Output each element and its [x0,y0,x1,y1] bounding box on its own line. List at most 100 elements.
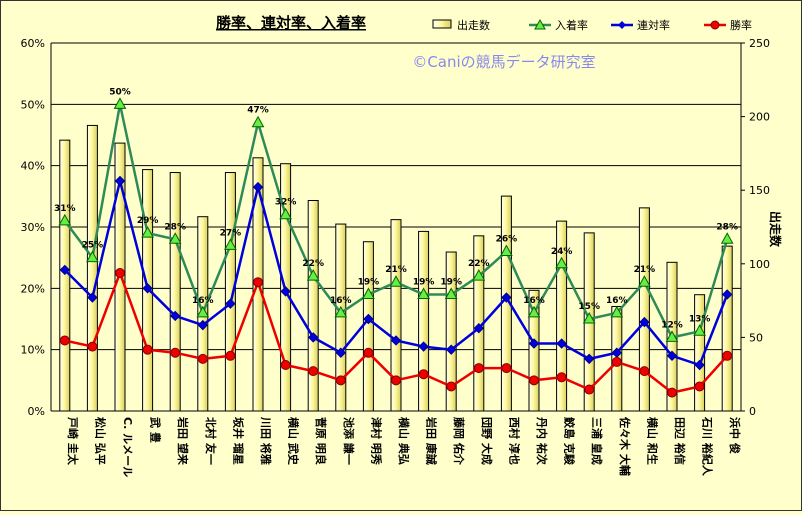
x-tick-label: 鮫島 克駿 [563,417,577,466]
y2-axis-label: 出走数 [768,211,783,248]
data-label: 26% [496,235,518,245]
marker-circle [170,347,181,358]
data-label: 47% [247,106,269,116]
data-label: 13% [689,314,711,324]
marker-circle [363,347,374,358]
marker-triangle [168,232,182,244]
data-label: 16% [523,296,545,306]
y2-tick-label: 0 [749,405,756,418]
x-tick-label: 西村 淳也 [507,417,521,465]
legend-marker-triangle [534,18,546,30]
bar [721,245,733,412]
marker-circle [142,344,153,355]
legend-swatch-bar [432,19,452,29]
x-tick-label: C. ルメール [121,417,134,477]
y-tick-label: 10% [21,344,45,357]
marker-triangle [86,250,99,263]
marker-circle [87,341,98,352]
legend-marker-circle [710,20,720,30]
data-label: 19% [413,277,435,287]
data-label: 25% [82,241,104,251]
marker-triangle [224,238,237,250]
marker-triangle [362,287,375,299]
marker-diamond [307,332,319,343]
marker-diamond [501,292,512,303]
marker-triangle [472,269,486,281]
x-tick-label: 北村 友一 [204,417,218,465]
y-tick-label: 50% [21,98,45,111]
marker-triangle [555,256,568,269]
marker-diamond [694,359,705,371]
x-tick-label: 岩田 望来 [176,416,190,466]
marker-diamond [87,292,98,303]
y2-tick-label: 250 [749,37,770,50]
marker-diamond [583,353,595,365]
marker-triangle [444,287,458,299]
watermark: ©Caniの競馬データ研究室 [412,53,595,71]
marker-triangle [638,275,651,287]
marker-triangle [500,244,513,257]
marker-triangle [251,115,265,128]
marker-circle [197,353,208,364]
marker-circle [722,350,733,361]
marker-diamond [445,344,457,355]
x-tick-label: 川田 将雅 [259,416,273,465]
marker-diamond [335,347,347,358]
marker-circle [639,366,650,377]
marker-triangle [141,226,154,238]
bar [638,207,650,412]
bar [59,139,71,412]
marker-circle [391,375,401,386]
data-label: 24% [551,247,573,257]
axes: 0% 10% 20% 30% 40% 50% 60% 0 50 100 150 200 250 戸崎 圭太… [21,37,770,477]
data-label: 19% [358,277,380,287]
bar [169,172,181,412]
y2-tick-label: 100 [749,258,770,271]
x-tick-label: 横山 典弘 [397,417,411,465]
marker-diamond [390,335,402,346]
marker-diamond [666,350,678,362]
data-label: 16% [192,296,214,306]
marker-diamond [556,338,567,349]
marker-diamond [528,338,540,349]
marker-triangle [665,330,679,342]
x-tick-label: 池添 謙一 [342,417,356,465]
marker-triangle [58,213,72,226]
x-tick-label: 丹内 祐次 [535,417,549,465]
data-label: 21% [634,265,656,275]
marker-triangle [610,305,624,318]
marker-triangle [582,311,596,324]
bar [86,124,98,412]
x-tick-label: 武 豊 [149,417,163,443]
data-label: 29% [137,216,159,226]
labels: 31% 25% 50% 29% 28% 16% 27% 47% 32% 22% 16% 19% 21% 1… [54,87,738,330]
y2-tick-label: 150 [749,184,770,197]
x-tick-label: 団野 大成 [480,417,494,465]
data-label: 21% [385,265,407,275]
marker-diamond [473,322,485,334]
data-label: 28% [716,222,738,232]
x-tick-label: 藤岡 佑介 [452,417,466,466]
marker-triangle [720,232,734,244]
marker-diamond [418,341,429,352]
legend-label: 連対率 [637,18,670,32]
bar [418,230,430,412]
data-label: 27% [220,228,242,238]
y-tick-label: 30% [21,221,45,234]
marker-circle [253,277,263,288]
marker-circle [611,356,622,367]
x-tick-label: 浜中 俊 [728,417,742,454]
x-tick-label: 菅原 明良 [314,417,328,465]
marker-circle [473,363,484,374]
marker-triangle [306,269,320,281]
marker-diamond [363,313,374,325]
marker-diamond [197,319,209,331]
marker-circle [694,381,705,392]
chart-title: 勝率、連対率、入着率 [216,14,366,32]
marker-diamond [169,310,181,322]
y-tick-label: 0% [28,405,45,418]
y2-tick-label: 200 [749,111,770,124]
data-label: 32% [275,198,297,208]
marker-circle [308,366,319,377]
